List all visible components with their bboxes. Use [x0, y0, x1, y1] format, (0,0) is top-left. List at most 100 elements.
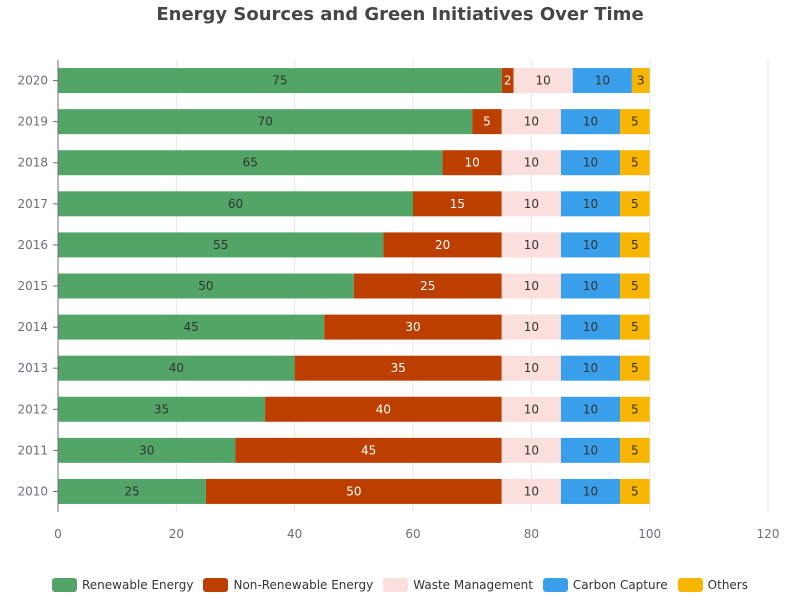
bar-segment — [58, 437, 236, 463]
bar-segment — [501, 437, 561, 463]
bar-segment — [560, 355, 621, 381]
bar-segment — [560, 396, 621, 422]
bar-segment — [631, 68, 650, 94]
data-label: 10 — [583, 402, 598, 416]
data-label: 5 — [483, 115, 491, 129]
data-label: 10 — [524, 156, 539, 170]
bar-segment — [58, 273, 354, 299]
x-tick-label: 60 — [405, 527, 420, 541]
x-tick-label: 100 — [638, 527, 661, 541]
bar-segment — [560, 232, 621, 258]
bar-segment — [620, 355, 650, 381]
data-label: 35 — [154, 402, 169, 416]
bar-segment — [294, 355, 502, 381]
data-label: 5 — [631, 402, 639, 416]
bar-segment — [58, 232, 384, 258]
data-label: 10 — [524, 238, 539, 252]
y-tick-label: 2020 — [17, 74, 48, 88]
legend-swatch — [677, 578, 703, 592]
data-label: 5 — [631, 361, 639, 375]
bar-segment — [58, 68, 502, 94]
data-label: 10 — [583, 443, 598, 457]
bar-segment — [620, 478, 650, 504]
y-tick-label: 2017 — [17, 197, 48, 211]
data-label: 10 — [583, 197, 598, 211]
data-label: 10 — [524, 197, 539, 211]
bar-segment — [58, 150, 443, 176]
bar-segment — [58, 355, 295, 381]
legend-item[interactable]: Renewable Energy — [51, 578, 194, 592]
y-tick-label: 2019 — [17, 115, 48, 129]
bar-segment — [501, 109, 561, 135]
data-label: 60 — [228, 197, 243, 211]
bar-segment — [501, 232, 561, 258]
bar-segment — [501, 396, 561, 422]
y-tick-label: 2016 — [17, 238, 48, 252]
bar-segment — [472, 109, 502, 135]
bar-segment — [383, 232, 502, 258]
bar-segment — [620, 191, 650, 217]
chart-title: Energy Sources and Green Initiatives Ove… — [156, 4, 644, 25]
bar-segment — [205, 478, 502, 504]
legend-item[interactable]: Non-Renewable Energy — [203, 578, 373, 592]
bar-segment — [620, 109, 650, 135]
data-label: 10 — [583, 279, 598, 293]
data-label: 10 — [524, 484, 539, 498]
legend-label: Non-Renewable Energy — [233, 578, 374, 592]
data-label: 30 — [405, 320, 420, 334]
bar-segment — [620, 314, 650, 340]
bar-segment — [560, 478, 621, 504]
legend-item[interactable]: Waste Management — [383, 578, 533, 592]
legend: Renewable Energy Non-Renewable Energy Wast… — [0, 578, 800, 592]
bar-segment — [560, 150, 621, 176]
data-label: 55 — [213, 238, 228, 252]
data-label: 10 — [524, 361, 539, 375]
bar-segment — [560, 314, 621, 340]
bar-segment — [620, 396, 650, 422]
data-label: 10 — [536, 74, 551, 88]
y-tick-label: 2018 — [17, 156, 48, 170]
data-label: 5 — [631, 156, 639, 170]
y-tick-label: 2013 — [17, 361, 48, 375]
bar-segment — [501, 273, 561, 299]
y-tick-label: 2015 — [17, 279, 48, 293]
data-label: 45 — [361, 443, 376, 457]
data-label: 40 — [376, 402, 391, 416]
legend-item[interactable]: Carbon Capture — [542, 578, 668, 592]
data-label: 2 — [504, 74, 512, 88]
legend-swatch — [203, 578, 229, 592]
data-label: 50 — [346, 484, 361, 498]
data-label: 25 — [420, 279, 435, 293]
bars: 25 50 10 10 530 45 10 10 535 40 10 10 540 35 10 10 545 30… — [58, 68, 650, 504]
x-tick-label: 40 — [287, 527, 302, 541]
data-label: 30 — [139, 443, 154, 457]
data-label: 10 — [583, 115, 598, 129]
data-label: 5 — [631, 238, 639, 252]
x-tick-label: 120 — [757, 527, 780, 541]
bar-segment — [560, 437, 621, 463]
bar-segment — [560, 109, 621, 135]
legend-label: Carbon Capture — [572, 578, 668, 592]
data-label: 10 — [583, 156, 598, 170]
legend-item[interactable]: Others — [677, 578, 748, 592]
legend-label: Renewable Energy — [81, 578, 194, 592]
bar-segment — [513, 68, 573, 94]
legend-label: Others — [707, 578, 748, 592]
bar-segment — [620, 150, 650, 176]
x-tick-label: 0 — [54, 527, 62, 541]
data-label: 25 — [124, 484, 139, 498]
axes: 0 20 40 60 80 100 1202010201120122013201420152… — [17, 60, 779, 541]
data-label: 5 — [631, 443, 639, 457]
data-label: 10 — [583, 361, 598, 375]
bar-segment — [58, 396, 266, 422]
data-label: 10 — [583, 484, 598, 498]
bar-segment — [58, 191, 413, 217]
data-label: 40 — [169, 361, 184, 375]
data-label: 35 — [391, 361, 406, 375]
data-label: 10 — [524, 443, 539, 457]
data-label: 65 — [243, 156, 258, 170]
data-label: 20 — [435, 238, 450, 252]
data-label: 10 — [583, 238, 598, 252]
bar-segment — [501, 150, 561, 176]
